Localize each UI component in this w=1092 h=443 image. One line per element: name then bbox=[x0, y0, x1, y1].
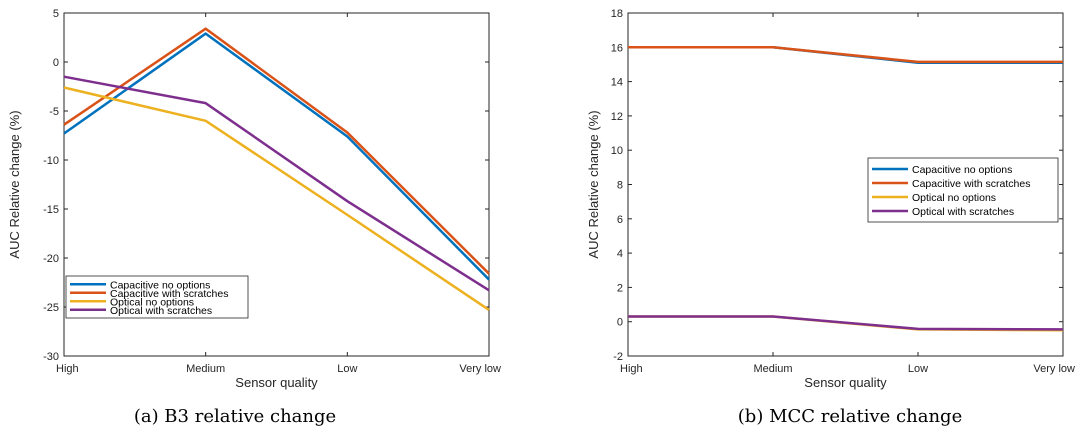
y-tick-label: 0 bbox=[53, 57, 59, 69]
y-tick-label: -2 bbox=[613, 351, 623, 363]
legend-label-1: Capacitive no options bbox=[912, 164, 1012, 176]
y-tick-label: 6 bbox=[617, 214, 623, 226]
legend-label-1: Capacitive no options bbox=[110, 279, 210, 291]
y-tick-label: 2 bbox=[617, 282, 623, 294]
legend-label-3: Optical no options bbox=[912, 192, 996, 204]
x-tick-label: High bbox=[620, 363, 643, 375]
y-tick-label: -15 bbox=[43, 204, 59, 216]
y-tick-label: 16 bbox=[611, 42, 623, 54]
x-tick-label: High bbox=[56, 363, 79, 375]
y-tick-label: -5 bbox=[49, 106, 59, 118]
y-tick-label: 14 bbox=[611, 77, 623, 89]
y-tick-label: -10 bbox=[43, 155, 59, 167]
series-line-2 bbox=[63, 27, 490, 275]
legend-label-4: Optical with scratches bbox=[912, 206, 1014, 218]
panel-caption: (a) B3 relative change bbox=[134, 406, 336, 427]
x-axis-label: Sensor quality bbox=[235, 375, 318, 390]
x-axis-label: Sensor quality bbox=[804, 375, 887, 390]
x-tick-label: Low bbox=[337, 363, 357, 375]
y-tick-label: 5 bbox=[53, 8, 59, 20]
panel-caption: (b) MCC relative change bbox=[738, 406, 962, 427]
y-tick-label: 12 bbox=[611, 111, 623, 123]
y-tick-label: 10 bbox=[611, 145, 623, 157]
y-tick-label: 18 bbox=[611, 8, 623, 20]
y-tick-label: -25 bbox=[43, 302, 59, 314]
x-tick-label: Very low bbox=[459, 363, 501, 375]
legend-label-4: Optical with scratches bbox=[110, 305, 212, 317]
series-line-3 bbox=[63, 86, 490, 311]
y-tick-label: -20 bbox=[43, 253, 59, 265]
x-tick-label: Medium bbox=[186, 363, 225, 375]
series-line-2 bbox=[628, 46, 1063, 64]
y-tick-label: -30 bbox=[43, 351, 59, 363]
y-axis-label: AUC Relative change (%) bbox=[7, 110, 22, 258]
series-line-4 bbox=[63, 75, 490, 292]
x-tick-label: Low bbox=[908, 363, 928, 375]
legend-label-2: Capacitive with scratches bbox=[110, 288, 228, 300]
y-tick-label: 4 bbox=[617, 248, 623, 260]
x-tick-label: Very low bbox=[1033, 363, 1075, 375]
legend-label-3: Optical no options bbox=[110, 296, 194, 308]
y-tick-label: 0 bbox=[617, 317, 623, 329]
series-line-4 bbox=[628, 315, 1064, 331]
legend-label-2: Capacitive with scratches bbox=[912, 178, 1030, 190]
y-tick-label: 8 bbox=[617, 180, 623, 192]
x-tick-label: Medium bbox=[753, 363, 792, 375]
series-line-1 bbox=[63, 32, 490, 281]
legend: Capacitive no options Capacitive with scr… bbox=[867, 157, 1059, 223]
y-axis-label: AUC Relative change (%) bbox=[586, 110, 601, 258]
